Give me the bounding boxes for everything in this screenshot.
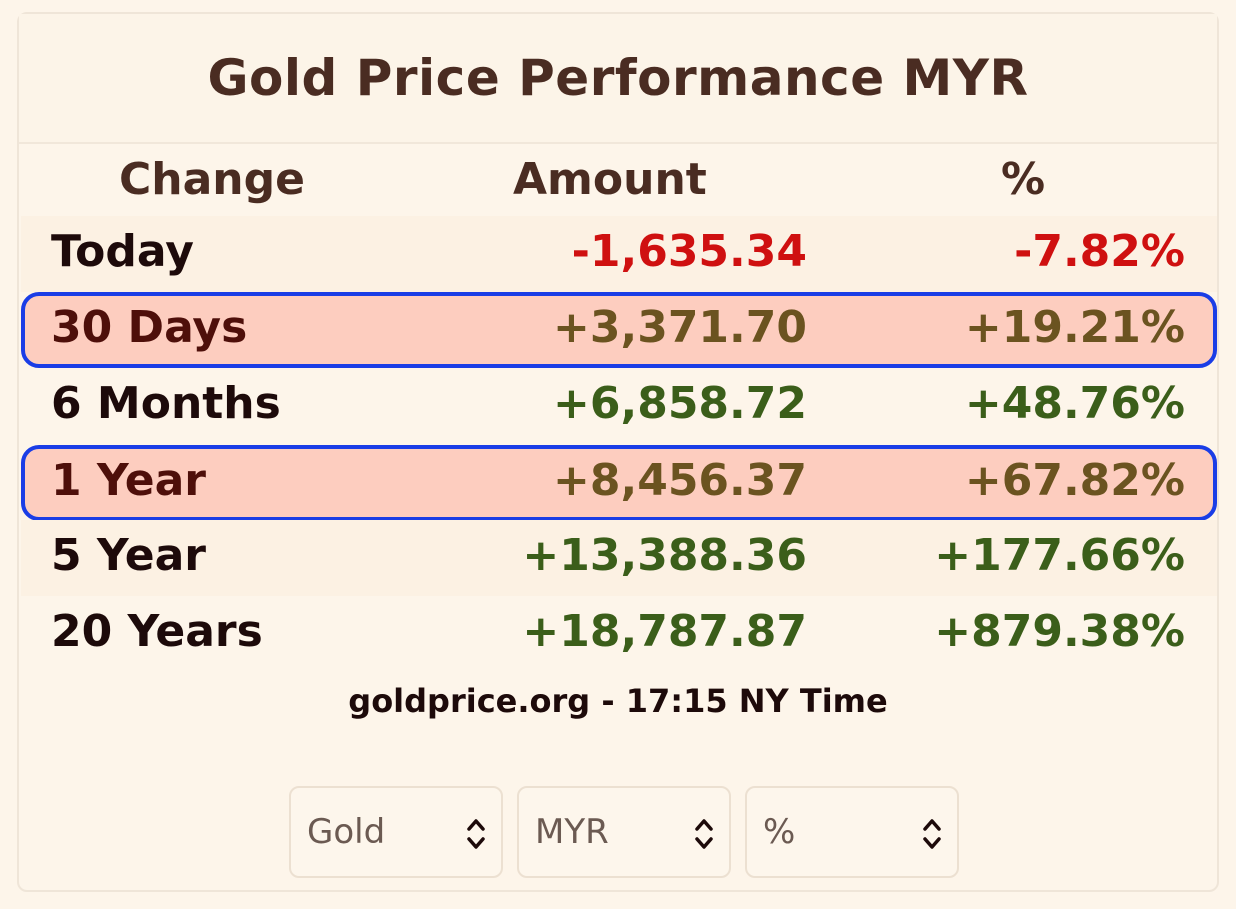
currency-select-value: MYR	[535, 812, 609, 852]
row-percent: +67.82%	[964, 455, 1185, 506]
metal-select[interactable]: Gold	[289, 786, 503, 878]
row-percent: +19.21%	[964, 302, 1185, 353]
updown-chevron-icon	[923, 819, 941, 849]
table-header: Change Amount %	[19, 144, 1217, 214]
row-label: 20 Years	[51, 606, 263, 657]
unit-select-value: %	[763, 812, 796, 852]
table-row-5-year: 5 Year +13,388.36 +177.66%	[21, 520, 1217, 596]
table-row-6-months: 6 Months +6,858.72 +48.76%	[21, 368, 1217, 444]
table-row-30-days: 30 Days +3,371.70 +19.21%	[21, 292, 1217, 368]
row-label: 1 Year	[51, 455, 206, 506]
currency-select[interactable]: MYR	[517, 786, 731, 878]
row-amount: +8,456.37	[553, 455, 807, 506]
row-label: 6 Months	[51, 378, 281, 429]
row-label: 5 Year	[51, 530, 206, 581]
column-header-percent: %	[1001, 154, 1046, 205]
row-label: 30 Days	[51, 302, 248, 353]
column-header-change: Change	[119, 154, 305, 205]
table-row-20-years: 20 Years +18,787.87 +879.38%	[21, 596, 1217, 672]
row-amount: +18,787.87	[522, 606, 807, 657]
row-label: Today	[51, 226, 194, 277]
row-amount: +13,388.36	[522, 530, 807, 581]
row-amount: +3,371.70	[553, 302, 807, 353]
updown-chevron-icon	[695, 819, 713, 849]
table-row-today: Today -1,635.34 -7.82%	[21, 216, 1217, 292]
source-timestamp: goldprice.org - 17:15 NY Time	[348, 682, 888, 720]
unit-select[interactable]: %	[745, 786, 959, 878]
row-amount: -1,635.34	[571, 226, 807, 277]
row-amount: +6,858.72	[553, 378, 807, 429]
metal-select-value: Gold	[307, 812, 386, 852]
widget-title: Gold Price Performance MYR	[19, 14, 1217, 144]
selector-controls: Gold MYR %	[289, 786, 959, 878]
table-row-1-year: 1 Year +8,456.37 +67.82%	[21, 445, 1217, 521]
updown-chevron-icon	[467, 819, 485, 849]
column-header-amount: Amount	[513, 154, 707, 205]
row-percent: +177.66%	[934, 530, 1185, 581]
gold-performance-widget: Gold Price Performance MYR Change Amount…	[17, 12, 1219, 892]
row-percent: +48.76%	[964, 378, 1185, 429]
row-percent: -7.82%	[1014, 226, 1185, 277]
row-percent: +879.38%	[934, 606, 1185, 657]
